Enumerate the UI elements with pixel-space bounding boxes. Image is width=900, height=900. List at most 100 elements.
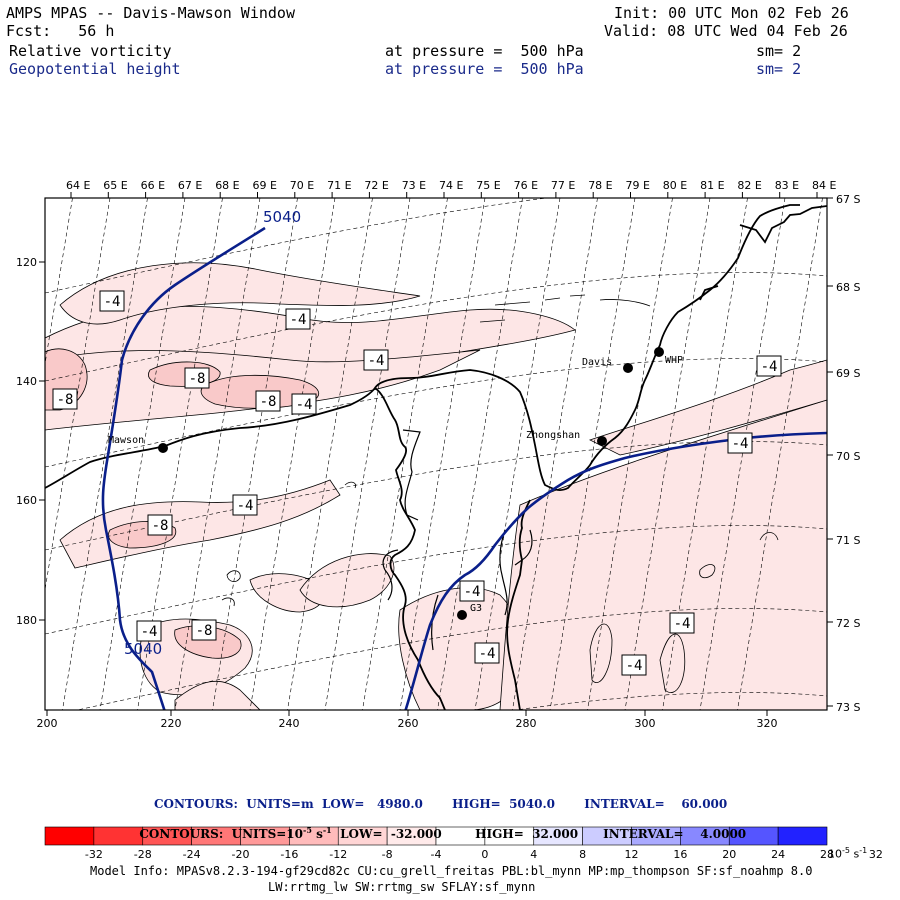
svg-text:-4: -4: [368, 353, 385, 369]
lon-label: 66 E: [141, 179, 165, 192]
forecast-hour: Fcst: 56 h: [6, 22, 115, 40]
lon-label: 67 E: [178, 179, 202, 192]
x-tick-label: 280: [516, 717, 537, 730]
svg-text:-4: -4: [761, 359, 778, 375]
lon-label: 81 E: [700, 179, 724, 192]
lon-label: 74 E: [439, 179, 463, 192]
height-label-5040-south: 5040: [124, 640, 162, 658]
y-tick-label: 120: [16, 256, 37, 269]
svg-text:-4: -4: [141, 624, 158, 640]
vorticity-contour-label: -4: [621, 654, 647, 676]
map-frame: [44, 197, 828, 711]
station-markers: [158, 347, 664, 620]
vorticity-contour-label: -4: [727, 432, 753, 454]
vorticity-units-exp: -5: [303, 825, 312, 835]
axis-ticks: [39, 192, 833, 716]
height-contour-info: CONTOURS: UNITS=m LOW= 4980.0 HIGH= 5040…: [154, 797, 728, 811]
colorbar-tick-label: -28: [133, 848, 152, 861]
colorbar-tick-label: 28: [820, 848, 834, 861]
colorbar-unit-s: s: [849, 847, 860, 861]
colorbar-tick-label: -24: [182, 848, 201, 861]
vorticity-contour-label: -4: [474, 642, 500, 664]
svg-text:-8: -8: [260, 394, 277, 410]
field1-level: at pressure = 500 hPa: [385, 42, 584, 60]
vorticity-shading: [45, 262, 827, 710]
field1-name: Relative vorticity: [9, 42, 172, 60]
model-info-line1: Model Info: MPASv8.2.3-194-gf29cd82c CU:…: [90, 864, 813, 878]
lat-label: 68 S: [836, 281, 860, 294]
lon-label: 83 E: [775, 179, 799, 192]
lon-label: 71 E: [327, 179, 351, 192]
station-label-mawson: Mawson: [108, 435, 144, 446]
model-info-line2: LW:rrtmg_lw SW:rrtmg_sw SFLAY:sf_mynn: [268, 880, 536, 894]
valid-time: Valid: 08 UTC Wed 04 Feb 26: [604, 22, 848, 40]
colorbar-tick-label: -16: [280, 848, 299, 861]
svg-text:-8: -8: [196, 623, 213, 639]
vorticity-contour-label: -8: [147, 514, 173, 536]
lon-label: 78 E: [588, 179, 612, 192]
colorbar-tick-label: 20: [722, 848, 737, 861]
vorticity-contour-label: -4: [232, 494, 258, 516]
colorbar-tick-label: -12: [329, 848, 348, 861]
field2-name: Geopotential height: [9, 60, 181, 78]
lon-label: 65 E: [103, 179, 127, 192]
field2-level: at pressure = 500 hPa: [385, 60, 584, 78]
y-tick-label: 140: [16, 375, 37, 388]
vorticity-units: CONTOURS: UNITS=10: [139, 827, 303, 841]
svg-text:-4: -4: [290, 312, 307, 328]
colorbar-unit: 10-5 s-1: [828, 846, 867, 861]
station-label-whp: WHP: [665, 355, 683, 366]
geopotential-height-contours: [101, 226, 827, 710]
station-mawson-marker: [158, 443, 168, 453]
colorbar-tick-label: 8: [579, 848, 587, 861]
lat-lon-grid: [45, 198, 827, 710]
lat-label: 70 S: [836, 450, 860, 463]
x-tick-label: 260: [398, 717, 419, 730]
lon-label: 70 E: [290, 179, 314, 192]
x-tick-label: 240: [279, 717, 300, 730]
lon-label: 68 E: [215, 179, 239, 192]
station-davis-marker: [623, 363, 633, 373]
vorticity-contour-label: -4: [99, 290, 125, 312]
station-label-zhongshan: Zhongshan: [526, 430, 580, 441]
svg-text:-4: -4: [464, 584, 481, 600]
vorticity-contour-label: -4: [363, 349, 389, 371]
lon-label: 76 E: [514, 179, 538, 192]
vorticity-contour-label: -4: [669, 612, 695, 634]
field1-smoothing: sm= 2: [756, 42, 802, 60]
lat-label: 71 S: [836, 534, 860, 547]
colorbar-unit-s-exp: -1: [859, 846, 868, 855]
field2-smoothing: sm= 2: [756, 60, 802, 78]
lon-label: 82 E: [737, 179, 761, 192]
colorbar-tick-label: 4: [530, 848, 538, 861]
svg-text:-4: -4: [104, 294, 121, 310]
lon-label: 64 E: [66, 179, 90, 192]
colorbar-unit-exp: -5: [842, 846, 850, 855]
colorbar-tick-label: 32: [868, 848, 883, 861]
colorbar-tick-label: 16: [673, 848, 688, 861]
svg-text:-4: -4: [732, 436, 749, 452]
lat-label: 72 S: [836, 617, 860, 630]
map-title: AMPS MPAS -- Davis-Mawson Window: [6, 4, 295, 22]
vorticity-contour-info: CONTOURS: UNITS=10-5 s-1 LOW= -32.000 HI…: [131, 811, 746, 841]
lon-label: 84 E: [812, 179, 836, 192]
colorbar-tick-label: 24: [771, 848, 786, 861]
coastline: [45, 204, 827, 710]
x-tick-label: 200: [37, 717, 58, 730]
vorticity-contour-label: -8: [255, 390, 281, 412]
lon-label: 80 E: [663, 179, 687, 192]
svg-text:-4: -4: [674, 616, 691, 632]
x-tick-label: 300: [635, 717, 656, 730]
lon-label: 77 E: [551, 179, 575, 192]
colorbar: [44, 826, 828, 846]
svg-text:-4: -4: [479, 646, 496, 662]
lon-label: 72 E: [364, 179, 388, 192]
station-zhongshan-marker: [597, 436, 607, 446]
station-label-g3: G3: [470, 603, 482, 614]
station-label-davis: Davis: [582, 357, 612, 368]
svg-text:-4: -4: [237, 498, 254, 514]
lon-label: 79 E: [626, 179, 650, 192]
init-time: Init: 00 UTC Mon 02 Feb 26: [614, 4, 849, 22]
svg-text:-4: -4: [626, 658, 643, 674]
